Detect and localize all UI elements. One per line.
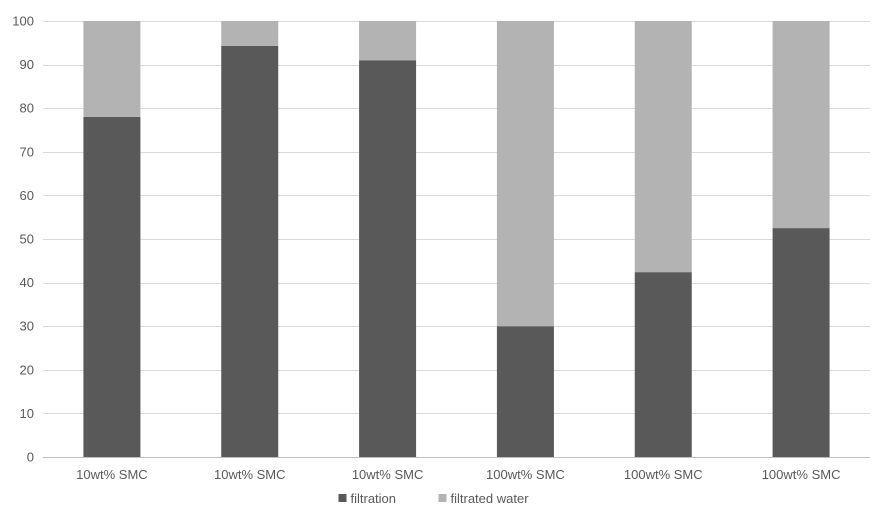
bar-filtrated-water-1 <box>83 21 141 117</box>
legend-label: filtrated water <box>451 491 530 506</box>
x-tick-label: 10wt% SMC <box>76 467 148 482</box>
bar-filtration-4 <box>496 326 554 457</box>
legend-label: filtration <box>351 491 397 506</box>
y-tick-label: 60 <box>20 188 34 203</box>
y-tick-label: 80 <box>20 101 34 116</box>
y-tick-label: 0 <box>27 450 34 465</box>
bar-filtrated-water-2 <box>221 21 279 46</box>
x-tick-label: 100wt% SMC <box>624 467 703 482</box>
bar-filtration-1 <box>83 116 141 458</box>
y-tick-label: 50 <box>20 232 34 247</box>
bar-filtration-6 <box>772 228 830 457</box>
y-tick-label: 90 <box>20 57 34 72</box>
bar-filtrated-water-6 <box>772 21 830 229</box>
gridlines <box>43 21 870 458</box>
x-tick-label: 10wt% SMC <box>352 467 424 482</box>
x-tick-label: 100wt% SMC <box>762 467 841 482</box>
y-tick-label: 20 <box>20 362 34 377</box>
bar-filtration-3 <box>359 60 417 458</box>
bar-filtrated-water-4 <box>496 21 554 327</box>
y-tick-label: 40 <box>20 275 34 290</box>
bar-filtration-5 <box>634 272 692 457</box>
bar-filtrated-water-3 <box>359 21 417 61</box>
legend-item-filtration: filtration <box>338 491 397 506</box>
legend-swatch <box>438 494 447 502</box>
x-axis-ticks: 10wt% SMC 10wt% SMC 10wt% SMC 100wt% SMC 100… <box>76 467 840 482</box>
y-tick-label: 70 <box>20 144 34 159</box>
bar-filtration-2 <box>221 45 279 458</box>
bar-filtrated-water-5 <box>634 21 692 273</box>
legend-swatch <box>338 494 347 502</box>
legend-item-filtrated-water: filtrated water <box>438 491 530 506</box>
bars <box>83 21 830 458</box>
y-tick-label: 30 <box>20 319 34 334</box>
y-tick-label: 10 <box>20 406 34 421</box>
legend: filtration filtrated water <box>338 491 530 506</box>
x-tick-label: 100wt% SMC <box>486 467 565 482</box>
x-tick-label: 10wt% SMC <box>214 467 286 482</box>
y-tick-label: 100 <box>12 14 34 29</box>
y-axis-ticks: 0 10 20 30 40 50 60 70 80 90 100 <box>12 14 34 465</box>
